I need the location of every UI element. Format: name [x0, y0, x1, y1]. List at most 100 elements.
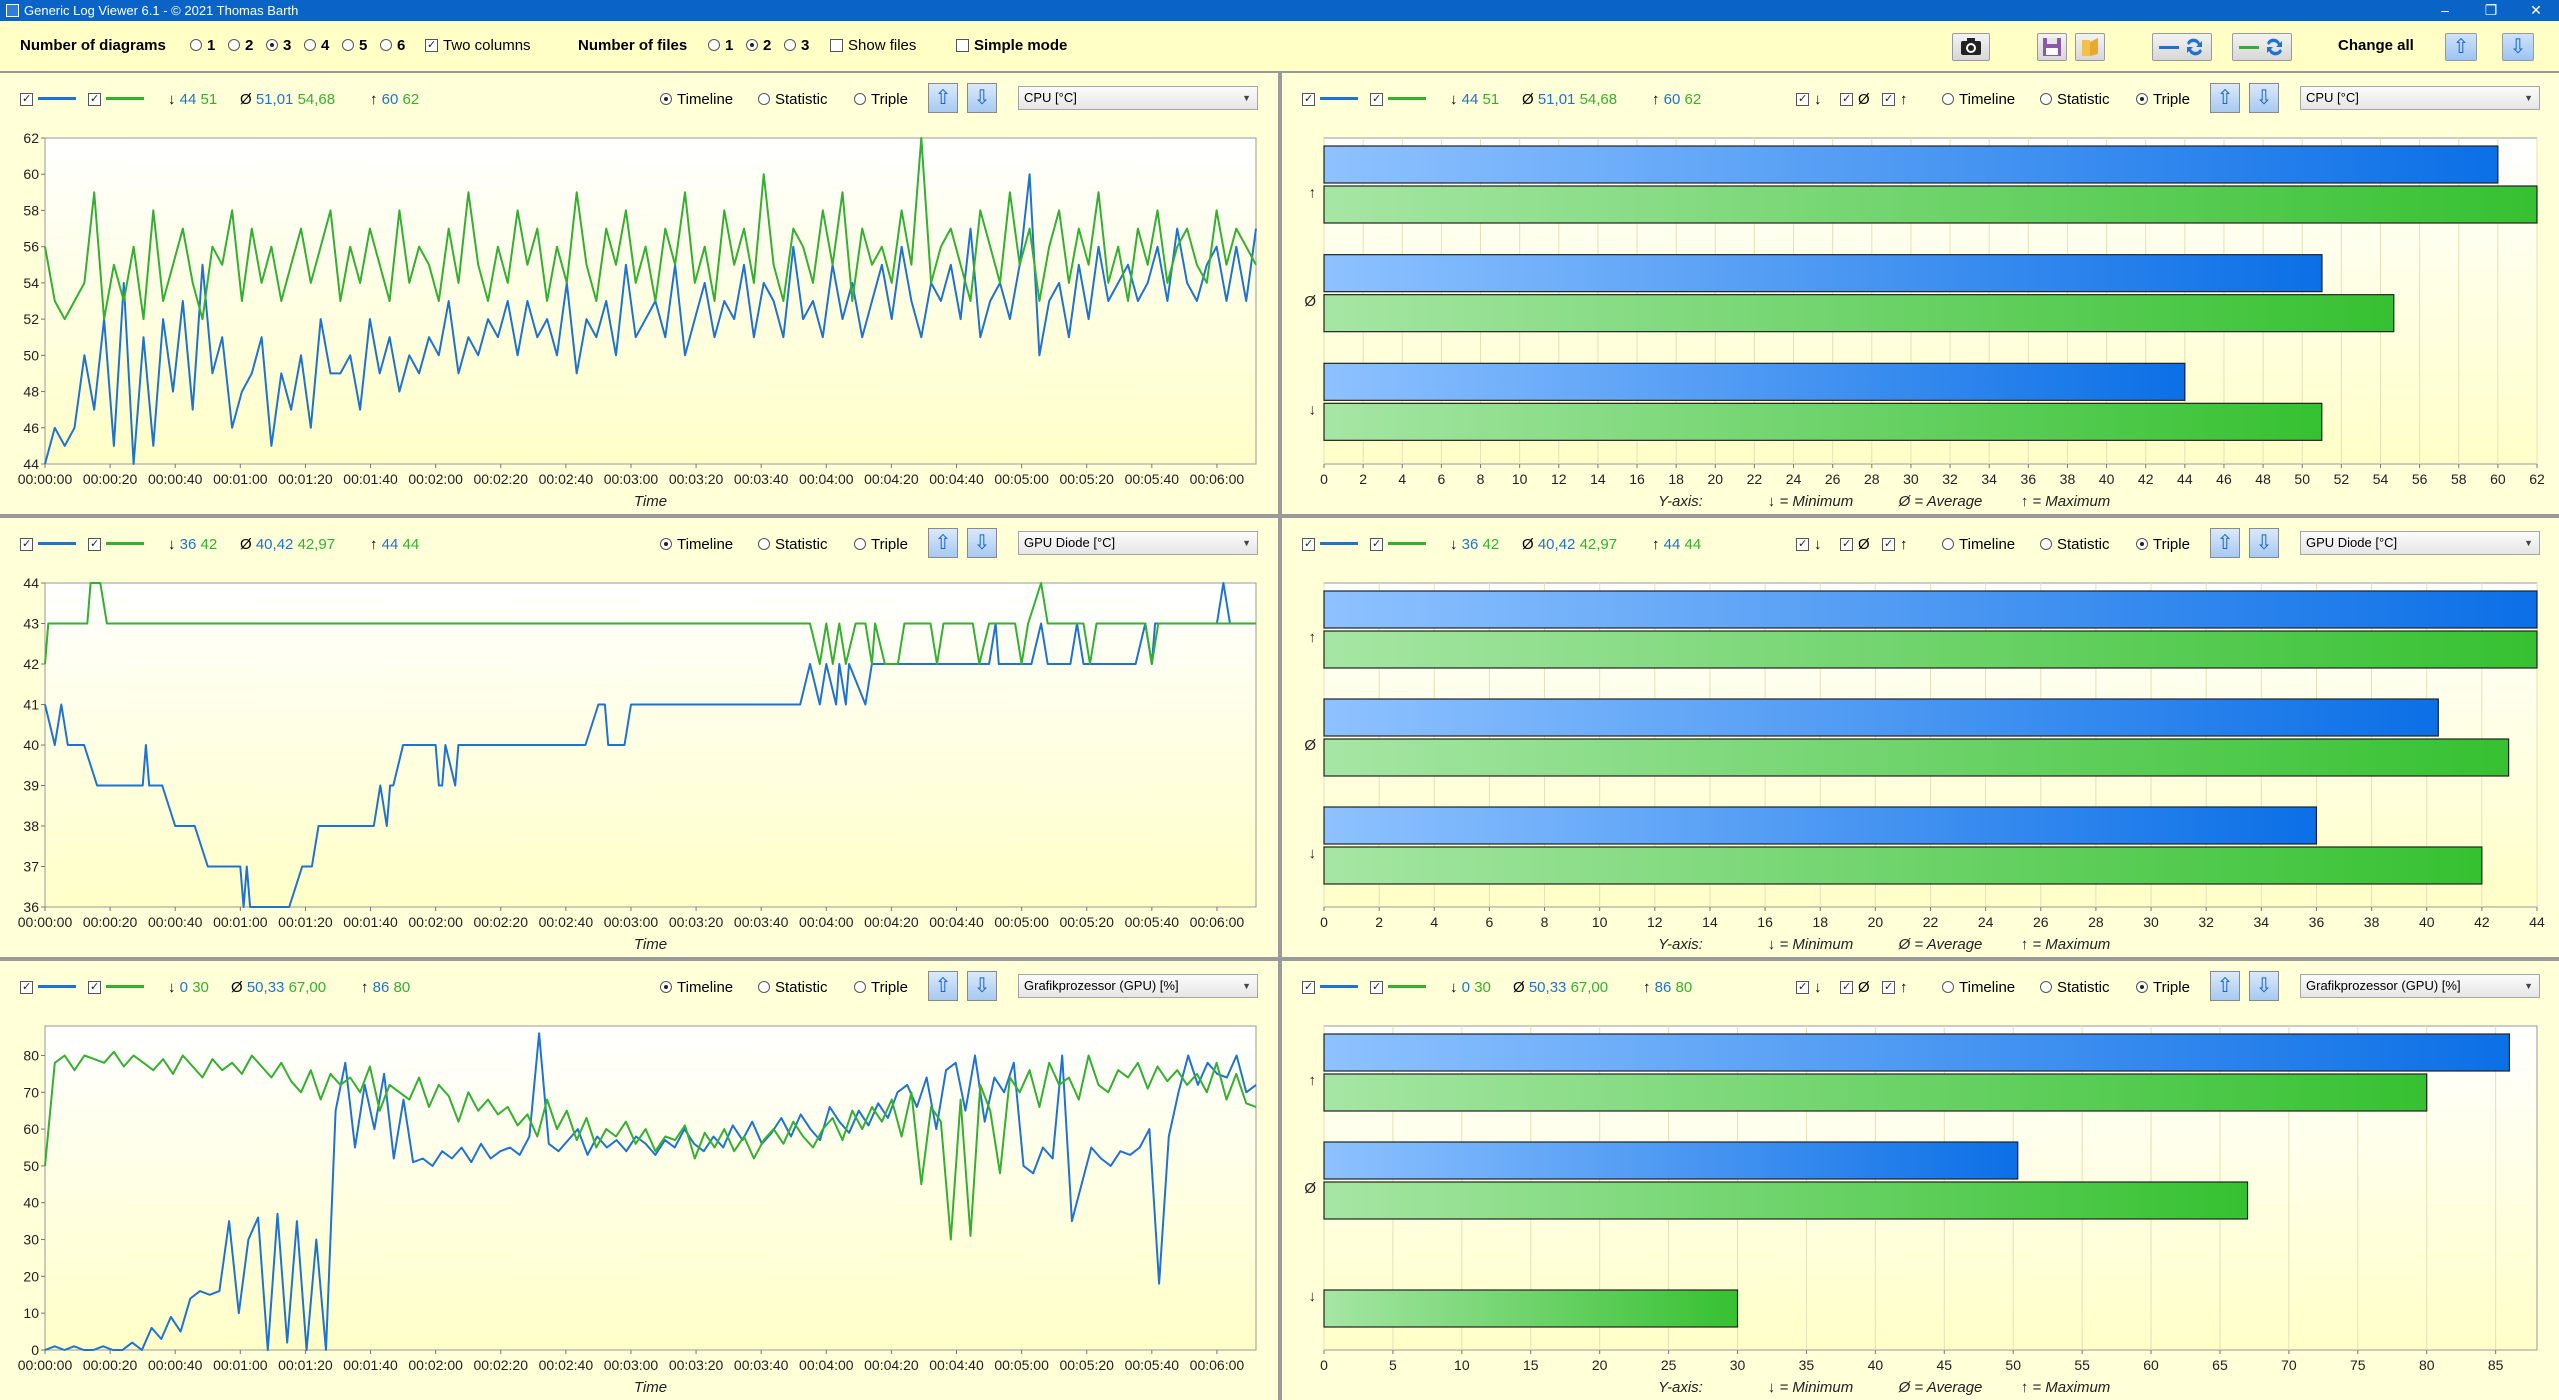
show-min-checkbox[interactable]: ↓ [1796, 90, 1822, 110]
move-down-button[interactable]: ⇩ [2249, 528, 2279, 558]
legend-min: ↓ = Minimum [1768, 1379, 1853, 1396]
sensor-select[interactable]: GPU Diode [°C] ▼ [2300, 531, 2540, 555]
mode-timeline-radio[interactable]: Timeline [660, 535, 733, 555]
category-label: ↓ [1309, 845, 1317, 862]
series-green-toggle[interactable] [1370, 90, 1426, 110]
mode-statistic-radio[interactable]: Statistic [758, 535, 828, 555]
move-down-button[interactable]: ⇩ [2249, 83, 2279, 113]
mode-statistic-radio[interactable]: Statistic [2040, 90, 2110, 110]
x-tick-label: 24 [1978, 914, 1994, 930]
file-option-1[interactable]: 1 [708, 36, 733, 56]
diagram-option-2[interactable]: 2 [228, 36, 253, 56]
diagram-option-5[interactable]: 5 [342, 36, 367, 56]
swap-green-button[interactable] [2232, 33, 2292, 61]
mode-statistic-radio[interactable]: Statistic [758, 978, 828, 998]
show-max-checkbox[interactable]: ↑ [1882, 535, 1908, 555]
series-blue-toggle[interactable] [20, 978, 76, 998]
x-tick-label: 00:03:20 [669, 1357, 724, 1373]
files-label: Number of files [578, 37, 688, 54]
diagram-option-6[interactable]: 6 [380, 36, 405, 56]
series-green-toggle[interactable] [88, 90, 144, 110]
move-up-button[interactable]: ⇧ [928, 971, 958, 1001]
camera-button[interactable] [1952, 33, 1990, 61]
y-tick-label: 43 [23, 616, 39, 632]
show-max-checkbox[interactable]: ↑ [1882, 978, 1908, 998]
swap-blue-button[interactable] [2152, 33, 2212, 61]
show-avg-checkbox[interactable]: Ø [1840, 535, 1870, 555]
sensor-select[interactable]: CPU [°C] ▼ [2300, 86, 2540, 110]
show-avg-checkbox[interactable]: Ø [1840, 978, 1870, 998]
mode-statistic-radio[interactable]: Statistic [2040, 978, 2110, 998]
move-up-button[interactable]: ⇧ [928, 83, 958, 113]
show-avg-checkbox[interactable]: Ø [1840, 90, 1870, 110]
x-tick-label: 70 [2281, 1357, 2297, 1373]
series-blue-toggle[interactable] [20, 535, 76, 555]
show-min-checkbox[interactable]: ↓ [1796, 535, 1822, 555]
series-green-toggle[interactable] [1370, 978, 1426, 998]
move-down-button[interactable]: ⇩ [967, 83, 997, 113]
mode-triple-radio[interactable]: Triple [854, 535, 908, 555]
mode-triple-radio[interactable]: Triple [854, 90, 908, 110]
show-files-checkbox[interactable]: Show files [830, 36, 916, 56]
swap-blue-icon [2159, 38, 2202, 56]
sensor-select[interactable]: Grafikprozessor (GPU) [%] ▼ [1018, 974, 1258, 998]
sensor-select[interactable]: Grafikprozessor (GPU) [%] ▼ [2300, 974, 2540, 998]
open-folder-button[interactable] [2075, 33, 2105, 61]
move-down-button[interactable]: ⇩ [2249, 971, 2279, 1001]
sensor-select[interactable]: GPU Diode [°C] ▼ [1018, 531, 1258, 555]
mode-triple-radio[interactable]: Triple [2136, 90, 2190, 110]
file-option-2[interactable]: 2 [746, 36, 771, 56]
x-tick-label: 50 [2294, 471, 2310, 487]
two-columns-checkbox[interactable]: Two columns [425, 36, 531, 56]
move-up-button[interactable]: ⇧ [928, 528, 958, 558]
simple-mode-checkbox[interactable]: Simple mode [956, 36, 1067, 56]
mode-timeline-radio[interactable]: Timeline [1942, 535, 2015, 555]
series-blue-toggle[interactable] [1302, 90, 1358, 110]
series-green-toggle[interactable] [1370, 535, 1426, 555]
show-max-checkbox[interactable]: ↑ [1882, 90, 1908, 110]
show-min-checkbox[interactable]: ↓ [1796, 978, 1822, 998]
move-up-button[interactable]: ⇧ [2210, 528, 2240, 558]
arrow-up-button[interactable]: ⇧ [2445, 33, 2477, 61]
maximize-button[interactable]: ❐ [2484, 2, 2498, 18]
move-up-button[interactable]: ⇧ [2210, 83, 2240, 113]
diagram-option-4[interactable]: 4 [304, 36, 329, 56]
x-tick-label: 80 [2419, 1357, 2435, 1373]
mode-triple-radio[interactable]: Triple [2136, 535, 2190, 555]
save-button[interactable] [2037, 33, 2067, 61]
series-blue-toggle[interactable] [1302, 978, 1358, 998]
arrow-down-button[interactable]: ⇩ [2502, 33, 2534, 61]
file-option-3[interactable]: 3 [784, 36, 809, 56]
mode-timeline-radio[interactable]: Timeline [1942, 90, 2015, 110]
panel-controls: ↓ 36 42 Ø 40,42 42,97 ↑ 44 44 ↓ Ø ↑ Timeline St… [1282, 518, 2559, 565]
mode-triple-radio[interactable]: Triple [2136, 978, 2190, 998]
diagram-option-3[interactable]: 3 [266, 36, 291, 56]
move-down-button[interactable]: ⇩ [967, 971, 997, 1001]
mode-statistic-radio[interactable]: Statistic [2040, 535, 2110, 555]
timeline-chart: 36 37 38 39 40 41 42 43 44 00:00:00 00:00:20 00:00:… [18, 575, 1257, 953]
y-tick-label: 37 [23, 859, 39, 875]
bar-green [1323, 185, 2538, 224]
mode-timeline-radio[interactable]: Timeline [660, 90, 733, 110]
move-up-button[interactable]: ⇧ [2210, 971, 2240, 1001]
mode-timeline-radio[interactable]: Timeline [1942, 978, 2015, 998]
x-tick-label: 14 [1590, 471, 1606, 487]
series-green-toggle[interactable] [88, 535, 144, 555]
bar-blue [1323, 145, 2499, 184]
title-bar: Generic Log Viewer 6.1 - © 2021 Thomas B… [0, 0, 2559, 21]
mode-timeline-radio[interactable]: Timeline [660, 978, 733, 998]
category-label: ↓ [1309, 402, 1317, 419]
minimize-button[interactable]: – [2441, 2, 2449, 18]
close-button[interactable]: ✕ [2530, 2, 2542, 18]
x-tick-label: 28 [1864, 471, 1880, 487]
sensor-select[interactable]: CPU [°C] ▼ [1018, 86, 1258, 110]
chevron-down-icon: ▼ [1242, 538, 1251, 548]
series-green-toggle[interactable] [88, 978, 144, 998]
arrow-down-icon: ⇩ [2255, 87, 2273, 109]
diagram-option-1[interactable]: 1 [190, 36, 215, 56]
series-blue-toggle[interactable] [20, 90, 76, 110]
move-down-button[interactable]: ⇩ [967, 528, 997, 558]
mode-statistic-radio[interactable]: Statistic [758, 90, 828, 110]
series-blue-toggle[interactable] [1302, 535, 1358, 555]
mode-triple-radio[interactable]: Triple [854, 978, 908, 998]
